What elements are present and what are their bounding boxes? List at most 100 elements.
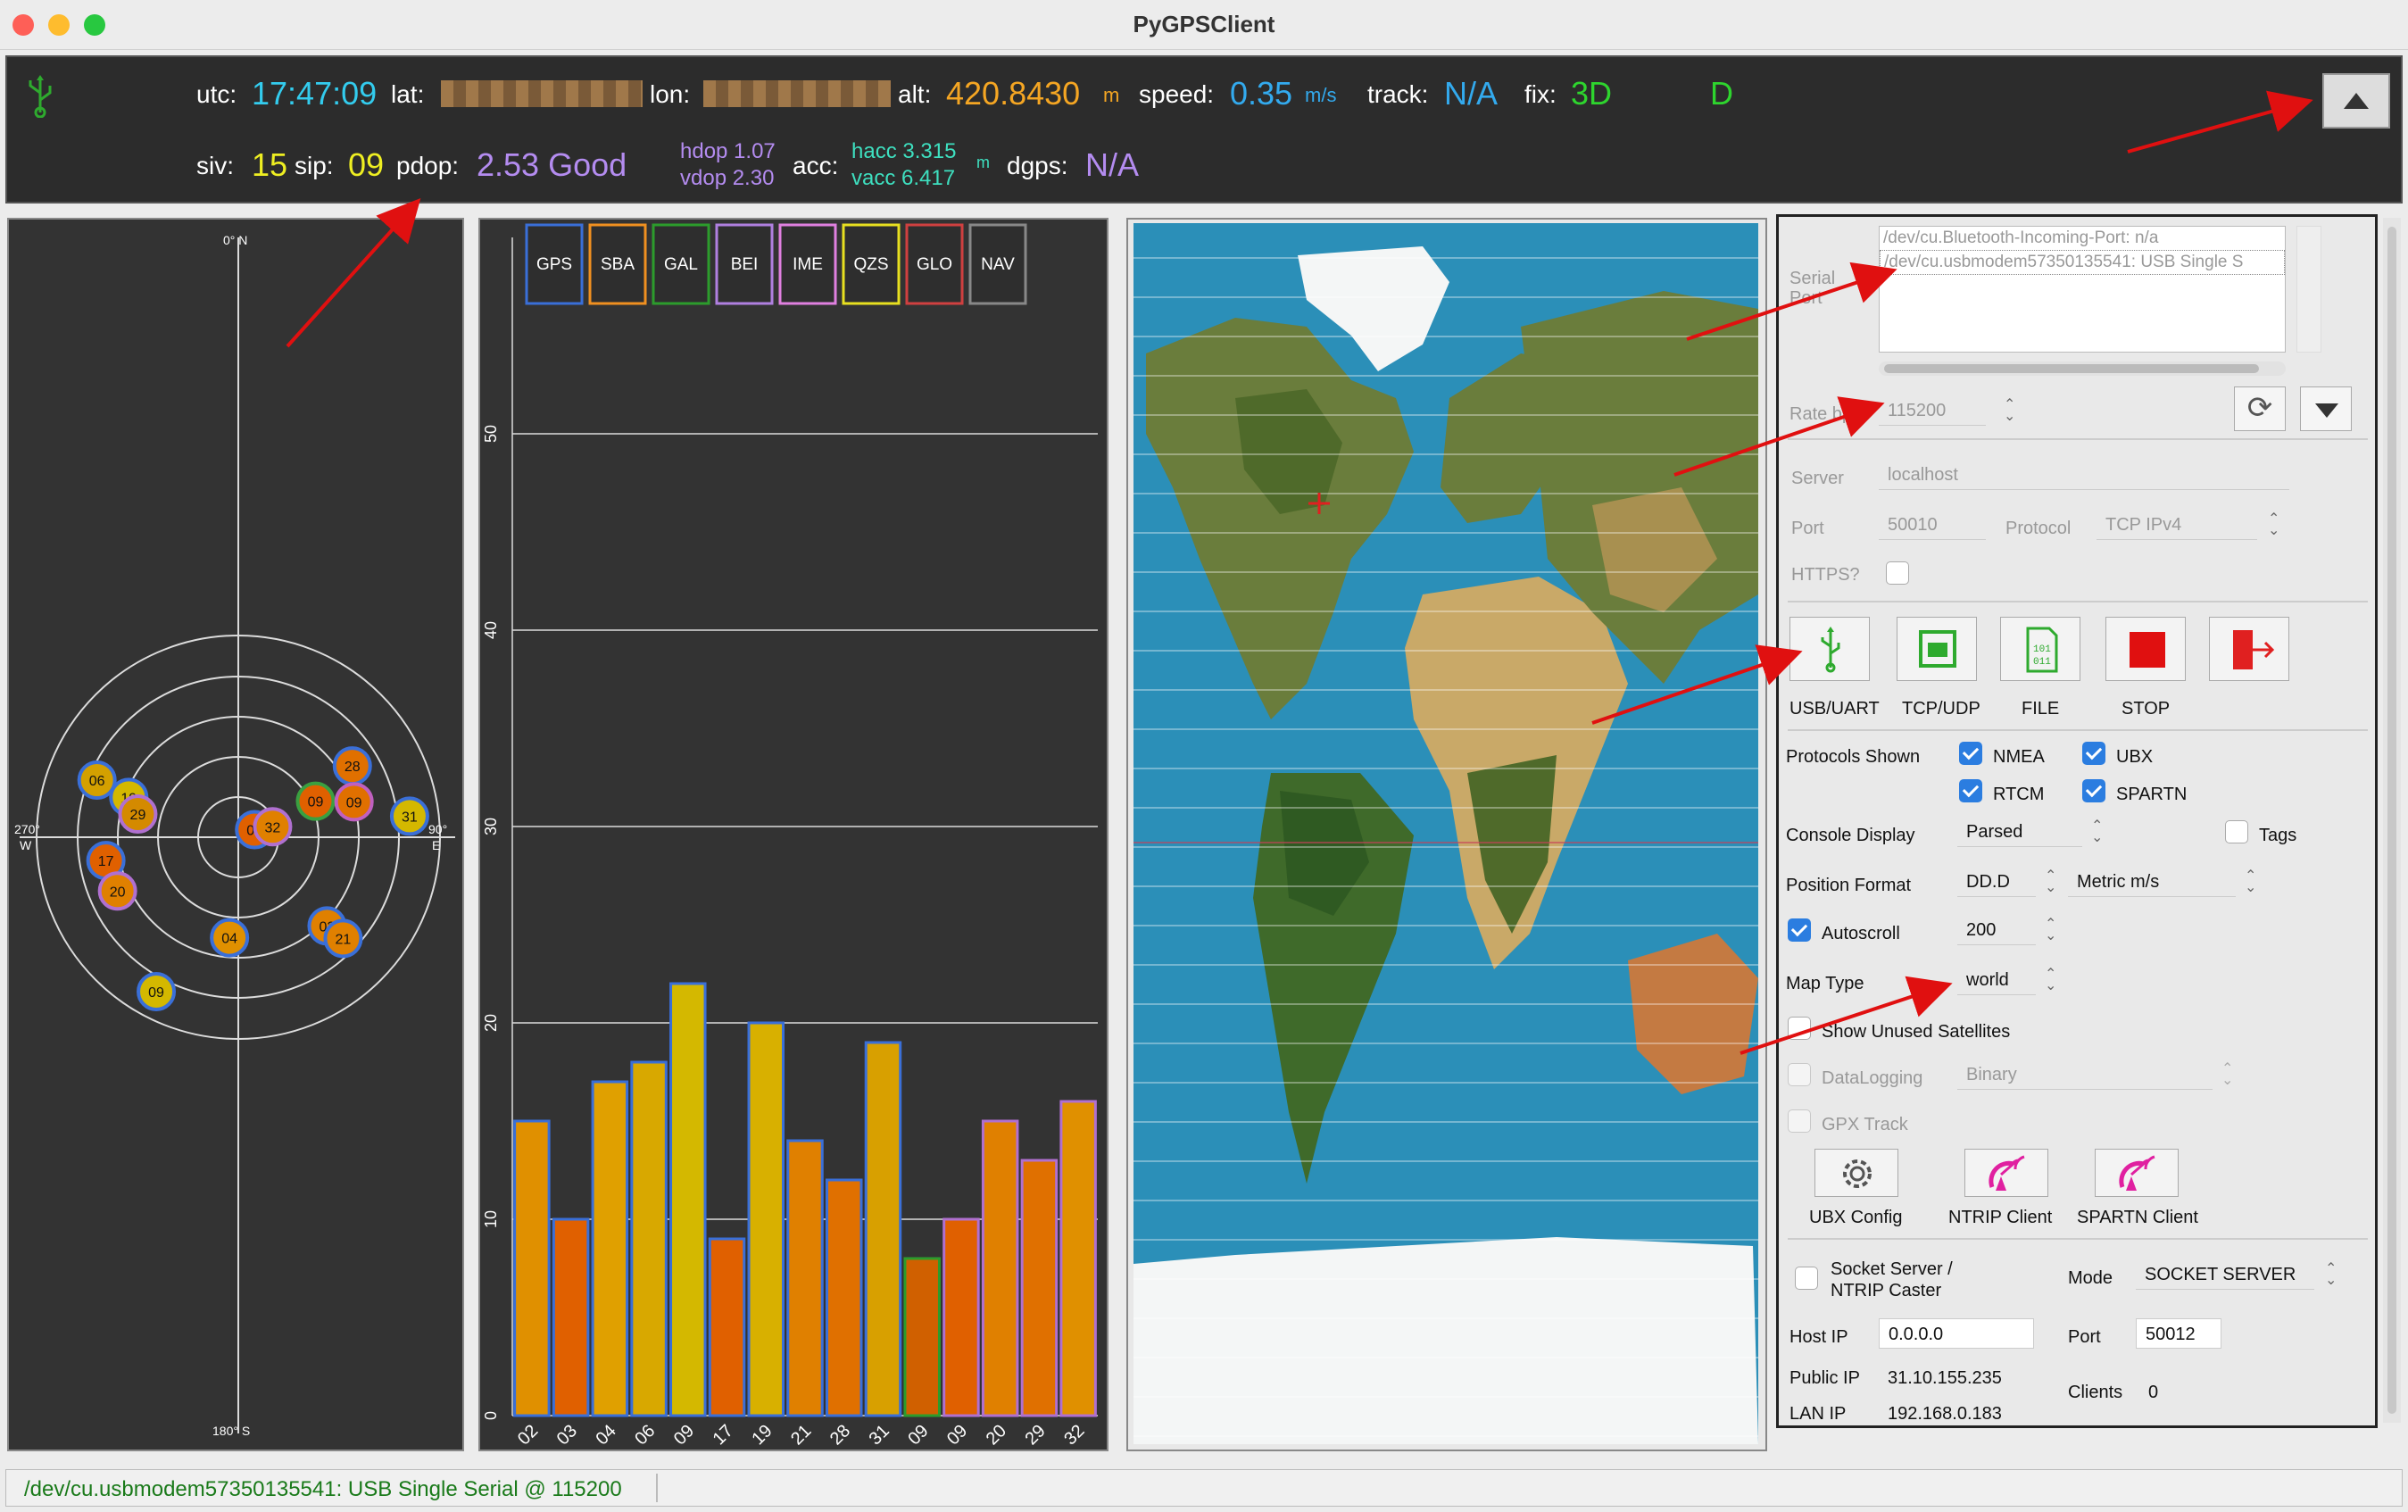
world-map: [1133, 223, 1758, 1444]
mode-select[interactable]: SOCKET SERVER: [2136, 1259, 2314, 1290]
port-list-hscroll[interactable]: [1879, 361, 2286, 376]
legend-box[interactable]: [778, 223, 837, 305]
clients-value: 0: [2148, 1383, 2159, 1402]
port-list-vscroll[interactable]: [2296, 226, 2321, 353]
console-display-select[interactable]: Parsed: [1957, 817, 2082, 847]
hacc-value: hacc 3.315: [851, 139, 957, 163]
chevron-updown-icon[interactable]: ⌃ ⌄: [2045, 868, 2057, 895]
socket-server-label-2: NTRIP Caster: [1831, 1281, 1942, 1300]
legend-item-ime[interactable]: IME: [778, 223, 837, 305]
tags-checkbox[interactable]: [2225, 820, 2248, 843]
legend-box[interactable]: [652, 223, 710, 305]
refresh-ports-button[interactable]: ⟳: [2234, 386, 2286, 431]
satellite-id: 04: [221, 932, 237, 947]
close-window-button[interactable]: [12, 14, 34, 36]
signal-bar: [903, 1257, 941, 1417]
rate-spinbox[interactable]: 115200: [1879, 395, 1986, 426]
y-tick-label: 0: [482, 1411, 500, 1420]
autoscroll-checkbox[interactable]: [1788, 918, 1811, 942]
sip-label: sip:: [295, 152, 334, 179]
satellite-id: 09: [346, 795, 362, 810]
satellite-marker: 09: [137, 971, 177, 1011]
datalog-type-select[interactable]: Binary: [1957, 1059, 2213, 1090]
speed-label: speed:: [1139, 80, 1215, 108]
gpx-checkbox[interactable]: [1788, 1109, 1811, 1133]
chevron-updown-icon[interactable]: ⌃ ⌄: [2045, 967, 2057, 993]
legend-item-nav[interactable]: NAV: [968, 223, 1027, 305]
north-label: 0° N: [223, 233, 247, 247]
collapse-banner-button[interactable]: [2322, 73, 2390, 129]
ubx-checkbox[interactable]: [2082, 742, 2105, 765]
tcp-udp-button[interactable]: [1897, 617, 1977, 681]
satellite-id: 21: [336, 932, 352, 947]
satellite-marker: 20: [97, 871, 137, 911]
usb-uart-button[interactable]: [1789, 617, 1870, 681]
stop-button[interactable]: [2105, 617, 2186, 681]
chevron-updown-icon[interactable]: ⌃ ⌄: [2268, 511, 2280, 538]
legend-item-gps[interactable]: GPS: [525, 223, 584, 305]
legend-item-glo[interactable]: GLO: [905, 223, 964, 305]
chevron-updown-icon[interactable]: ⌃ ⌄: [2004, 397, 2016, 424]
zoom-window-button[interactable]: [84, 14, 105, 36]
position-format-select[interactable]: DD.D: [1957, 867, 2036, 897]
chevron-updown-icon[interactable]: ⌃ ⌄: [2091, 818, 2104, 845]
legend-box[interactable]: [715, 223, 774, 305]
divider: [1788, 601, 2368, 602]
exit-icon: [2233, 630, 2275, 669]
signal-bar: [825, 1178, 863, 1417]
position-marker: [1308, 493, 1330, 514]
chevron-updown-icon[interactable]: ⌃ ⌄: [2245, 868, 2257, 895]
acc-unit: m: [976, 154, 990, 171]
autoscroll-lines-spinbox[interactable]: 200: [1957, 915, 2036, 945]
spartn-checkbox[interactable]: [2082, 779, 2105, 802]
y-tick-label: 10: [482, 1210, 500, 1228]
satellite-id: 06: [89, 774, 105, 789]
nmea-checkbox[interactable]: [1959, 742, 1982, 765]
protocol-select[interactable]: TCP IPv4: [2097, 510, 2257, 540]
lon-label: lon:: [650, 80, 691, 108]
signal-bar: [981, 1119, 1019, 1417]
y-tick-label: 20: [482, 1014, 500, 1032]
signal-bar: [708, 1237, 746, 1417]
map-panel: [1126, 218, 1767, 1451]
host-ip-field[interactable]: 0.0.0.0: [1879, 1318, 2034, 1349]
map-type-select[interactable]: world: [1957, 965, 2036, 995]
legend-label: GLO: [917, 255, 952, 274]
legend-item-bei[interactable]: BEI: [715, 223, 774, 305]
satellite-circle: [323, 918, 363, 959]
socket-server-checkbox[interactable]: [1795, 1267, 1818, 1290]
spartn-client-button[interactable]: [2095, 1149, 2179, 1197]
https-checkbox[interactable]: [1886, 561, 1909, 585]
chevron-updown-icon[interactable]: ⌃ ⌄: [2045, 917, 2057, 943]
expand-button[interactable]: [2300, 386, 2352, 431]
ubx-config-button[interactable]: [1814, 1149, 1898, 1197]
legend-box[interactable]: [588, 223, 647, 305]
legend-item-sba[interactable]: SBA: [588, 223, 647, 305]
chevron-updown-icon[interactable]: ⌃ ⌄: [2221, 1061, 2234, 1088]
satellite-id: 09: [148, 985, 164, 1001]
units-select[interactable]: Metric m/s: [2068, 867, 2236, 897]
y-tick-label: 50: [482, 425, 500, 443]
legend-box[interactable]: [968, 223, 1027, 305]
rtcm-checkbox[interactable]: [1959, 779, 1982, 802]
legend-box[interactable]: [905, 223, 964, 305]
settings-scrollbar[interactable]: [2383, 218, 2401, 1423]
server-field[interactable]: localhost: [1879, 460, 2289, 490]
satellite-circle: [137, 971, 177, 1011]
port-item[interactable]: /dev/cu.Bluetooth-Incoming-Port: n/a: [1883, 228, 2159, 247]
legend-item-gal[interactable]: GAL: [652, 223, 710, 305]
vacc-value: vacc 6.417: [851, 166, 956, 190]
ntrip-client-button[interactable]: [1964, 1149, 2048, 1197]
legend-box[interactable]: [842, 223, 901, 305]
file-button[interactable]: 101 011: [2000, 617, 2080, 681]
exit-button[interactable]: [2209, 617, 2289, 681]
port-field[interactable]: 50010: [1879, 510, 1986, 540]
legend-box[interactable]: [525, 223, 584, 305]
siv-label: siv:: [196, 152, 234, 179]
minimize-window-button[interactable]: [48, 14, 70, 36]
legend-item-qzs[interactable]: QZS: [842, 223, 901, 305]
serial-port-list[interactable]: /dev/cu.Bluetooth-Incoming-Port: n/a /de…: [1879, 226, 2286, 353]
datalogging-checkbox[interactable]: [1788, 1063, 1811, 1086]
socket-port-field[interactable]: 50012: [2136, 1318, 2221, 1349]
chevron-updown-icon[interactable]: ⌃ ⌄: [2325, 1261, 2337, 1288]
